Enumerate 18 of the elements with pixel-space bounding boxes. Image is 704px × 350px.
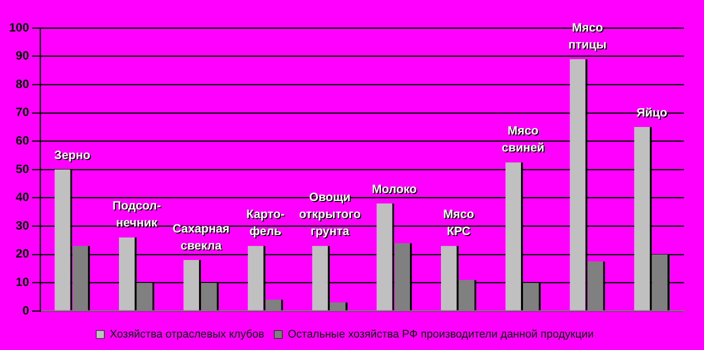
x-tick-label: Зерно — [55, 148, 92, 163]
y-tick-label: 40 — [16, 190, 30, 204]
y-tick-label: 10 — [16, 275, 30, 290]
y-tick-label: 0 — [22, 303, 30, 318]
y-tick-label: 90 — [16, 48, 30, 63]
y-tick-label: 100 — [8, 20, 30, 34]
legend-label: Остальные хозяйства РФ производители данной продукции — [288, 328, 594, 341]
y-tick-label: 60 — [16, 134, 30, 148]
x-tick-label: Мясо КРС — [443, 207, 474, 240]
legend-label: Хозяйства отраслевых клубов — [110, 328, 264, 341]
y-tick-label: 50 — [16, 162, 30, 176]
y-tick-label: 30 — [16, 218, 30, 232]
y-tick-label: 20 — [16, 246, 30, 261]
x-tick-label: Мясо свиней — [502, 124, 546, 156]
y-tick-label: 80 — [16, 76, 30, 91]
x-tick-label: Молоко — [372, 182, 418, 197]
x-tick-label: Карто- фель — [246, 207, 285, 240]
y-tick-label: 70 — [16, 105, 30, 120]
